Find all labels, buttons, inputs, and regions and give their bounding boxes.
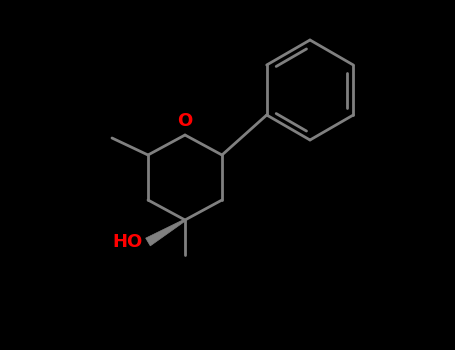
Polygon shape xyxy=(146,219,186,246)
Text: HO: HO xyxy=(113,233,143,251)
Text: O: O xyxy=(177,112,192,130)
